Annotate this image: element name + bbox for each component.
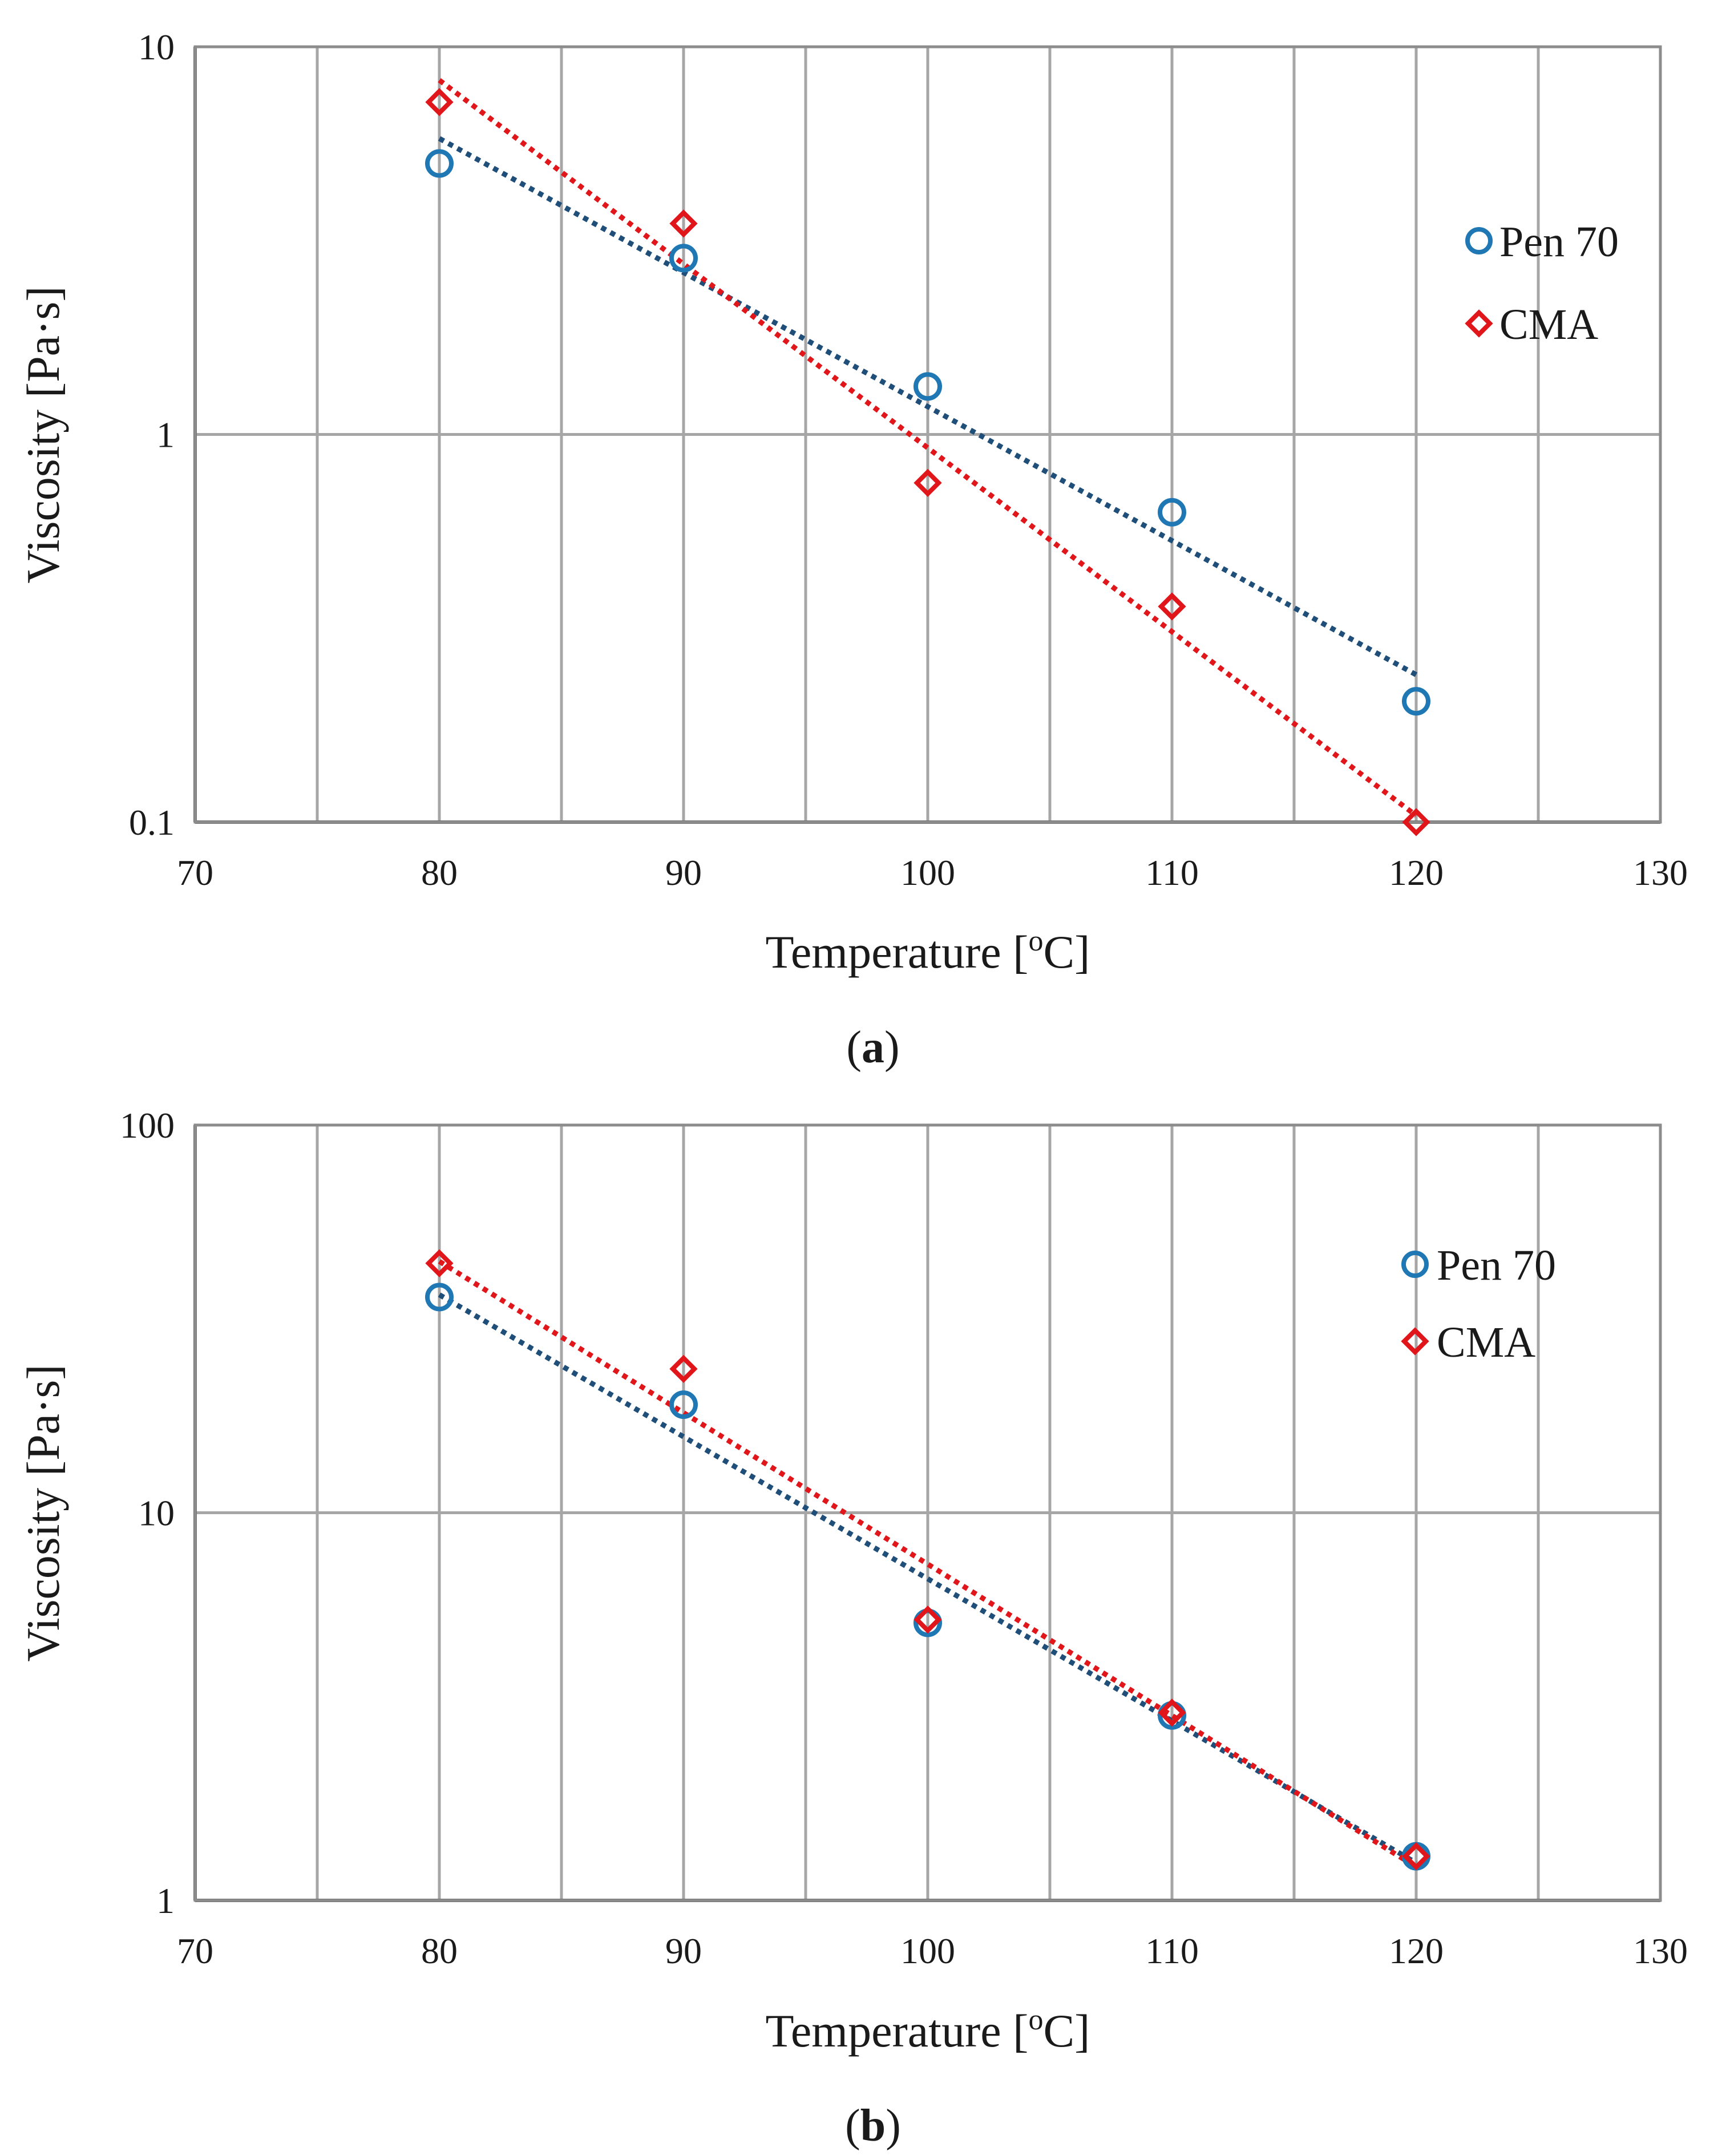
chart-a-point-cma (425, 88, 454, 116)
chart-a-point-cma (1158, 592, 1186, 621)
chart-b-plot-area (193, 1123, 1662, 1902)
chart-a-point-cma (1402, 808, 1430, 836)
chart-a-point-pen70 (669, 244, 698, 273)
chart-a-legend-cma-label: CMA (1499, 301, 1598, 349)
chart-a-x-tick-label: 100 (900, 852, 955, 893)
chart-b-legend-pen70-label: Pen 70 (1437, 1241, 1556, 1289)
chart-a-x-tick-labels: 70 80 90 100 110 120 130 (177, 852, 1688, 893)
chart-a-y-tick-label: 1 (156, 415, 175, 455)
chart-b-x-tick-label: 100 (900, 1931, 955, 1971)
chart-a-point-pen70 (913, 372, 942, 401)
chart-b-y-tick-labels: 1 10 100 (120, 1105, 175, 1921)
chart-b-x-tick-label: 120 (1389, 1931, 1444, 1971)
chart-a-y-axis-title: Viscosity [Pa·s] (17, 286, 69, 583)
chart-b-point-pen70 (425, 1283, 454, 1312)
chart-a-x-tick-label: 80 (421, 852, 458, 893)
chart-a-legend-pen70-marker (1465, 227, 1493, 254)
chart-b-x-tick-labels: 70 80 90 100 110 120 130 (177, 1931, 1688, 1971)
chart-a-point-cma (669, 209, 698, 238)
chart-a-x-tick-label: 130 (1633, 852, 1688, 893)
chart-a-point-cma (913, 468, 942, 497)
chart-a-grid (193, 45, 1660, 824)
chart-b-legend-cma-marker (1401, 1327, 1429, 1356)
chart-a-legend-cma-marker (1465, 309, 1493, 338)
chart-b-legend: Pen 70 CMA (1401, 1241, 1556, 1366)
chart-b-legend-cma-label: CMA (1437, 1318, 1535, 1366)
chart-b-x-tick-label: 130 (1633, 1931, 1688, 1971)
chart-a-x-tick-label: 120 (1389, 852, 1444, 893)
chart-b-legend-pen70-marker (1401, 1251, 1429, 1278)
chart-b-x-tick-label: 80 (421, 1931, 458, 1971)
chart-a-y-tick-label: 0.1 (129, 802, 175, 843)
chart-b-point-cma (669, 1354, 698, 1384)
chart-b-y-axis-title: Viscosity [Pa·s] (17, 1364, 69, 1661)
chart-a-y-tick-label: 10 (138, 27, 175, 67)
chart-b-x-axis-title: Temperature [oC] (766, 2004, 1090, 2057)
chart-b-trendlines (438, 1259, 1418, 1870)
chart-b-point-cma (1402, 1842, 1430, 1871)
chart-b-x-tick-label: 70 (177, 1931, 213, 1971)
chart-b-point-cma (425, 1249, 454, 1277)
chart-a-caption: (a) (846, 1022, 899, 1073)
chart-b-y-tick-label: 10 (138, 1493, 175, 1534)
chart-a-y-tick-labels: 0.1 1 10 (129, 27, 175, 843)
chart-a-x-tick-label: 90 (665, 852, 702, 893)
chart-a-trendlines (438, 78, 1418, 818)
chart-a-x-axis-title: Temperature [oC] (766, 925, 1090, 978)
chart-b-y-tick-label: 1 (156, 1880, 175, 1921)
chart-a-point-pen70 (1402, 687, 1430, 716)
chart-a-trendline-cma (438, 78, 1418, 818)
chart-b-point-cma (913, 1605, 942, 1634)
chart-b-caption: (b) (845, 2101, 901, 2151)
chart-a-legend-pen70-label: Pen 70 (1499, 218, 1619, 266)
chart-b-x-tick-label: 90 (665, 1931, 702, 1971)
chart-a-trendline-pen70 (438, 136, 1418, 677)
chart-b-points (425, 1249, 1430, 1871)
chart-b-y-tick-label: 100 (120, 1105, 175, 1146)
chart-a-point-pen70 (425, 149, 454, 178)
chart-a-points (425, 88, 1430, 836)
chart-b-point-cma (1158, 1698, 1186, 1727)
chart-b-trendline-pen70 (438, 1292, 1418, 1866)
chart-a-plot-area (193, 45, 1662, 824)
chart-b-trendline-cma (438, 1259, 1418, 1870)
chart-a-legend: Pen 70 CMA (1465, 218, 1619, 349)
chart-b-x-tick-label: 110 (1145, 1931, 1199, 1971)
chart-a-point-pen70 (1158, 497, 1186, 527)
chart-a-x-tick-label: 70 (177, 852, 213, 893)
chart-b-point-pen70 (669, 1390, 698, 1419)
chart-a-x-tick-label: 110 (1145, 852, 1199, 893)
